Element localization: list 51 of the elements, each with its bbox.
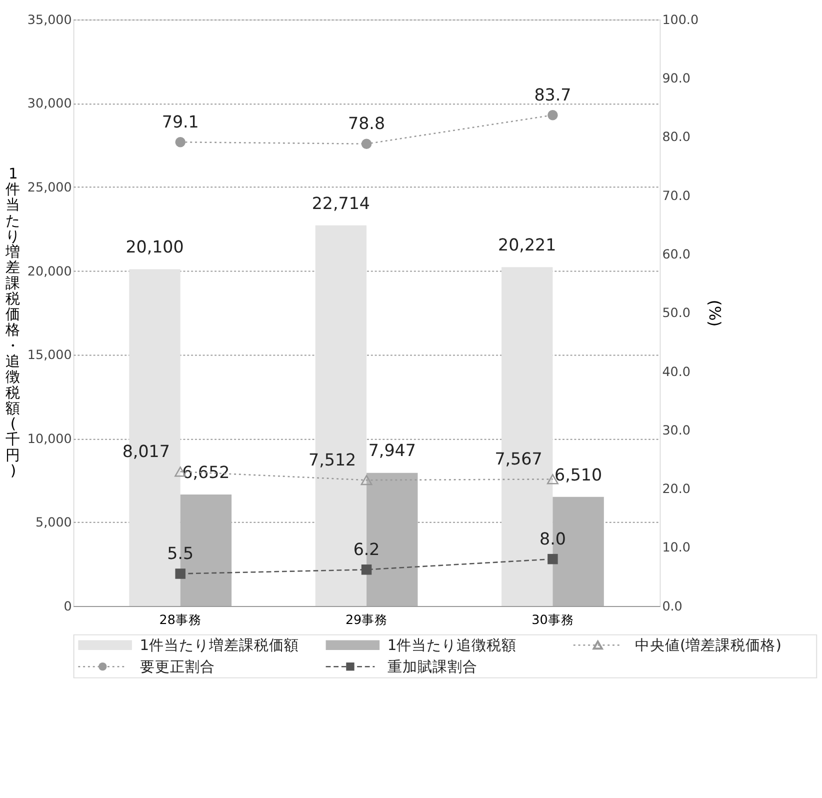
x-tick-label: 28事務 [159,612,202,628]
data-label: 7,512 [308,450,356,470]
point [548,110,558,120]
data-label: 6,510 [554,465,602,484]
legend-label: 1件当たり増差課税価額 [140,636,300,654]
y2-tick-label: 0.0 [662,598,682,614]
data-label: 20,221 [498,236,556,255]
legend-label: 中央値(増差課税価格) [634,636,782,654]
data-label: 8,017 [122,442,170,461]
y-tick-label: 35,000 [27,12,72,27]
point [360,475,372,486]
y2-tick-label: 30.0 [662,422,690,438]
y-tick-label: 0 [64,598,72,614]
y-tick-label: 5,000 [36,514,72,530]
y-tick-label: 10,000 [27,430,72,446]
point [175,136,186,148]
point [361,138,372,149]
data-label: 79.1 [162,112,199,132]
legend-label: 要更正割合 [140,658,215,676]
data-label: 5.5 [167,544,194,564]
text: 1件当たり増差課税価格・追徴税額(千円) [6,165,21,480]
y2-tick-label: 100.0 [662,12,699,27]
y-tick-label: 30,000 [27,96,72,111]
data-label: 22,714 [312,194,370,213]
y-tick-label: 25,000 [27,179,72,194]
y2-tick-label: 10.0 [662,540,690,555]
y2-tick-label: 90.0 [662,70,690,86]
data-label: 78.8 [348,114,386,134]
x-tick-label: 30事務 [532,612,574,628]
legend-label: 1件当たり追徴税額 [387,636,517,654]
y2-tick-label: 40.0 [662,364,690,379]
point [548,554,558,564]
legend-label: 重加賦課割合 [387,658,478,676]
y2-axis-title: (%) [705,300,724,327]
point [361,564,372,575]
data-label: 20,100 [126,238,184,257]
y-tick-label: 20,000 [27,263,72,278]
data-label: 7,567 [494,450,542,469]
x-tick-label: 29事務 [345,612,388,628]
data-label: 83.7 [534,85,572,104]
data-label: 7,947 [368,441,416,460]
data-label: 8.0 [539,529,566,548]
y2-tick-label: 60.0 [662,246,690,262]
point [175,568,186,579]
y2-tick-label: 70.0 [662,188,690,203]
y2-tick-label: 80.0 [662,129,690,144]
y-tick-label: 15,000 [27,347,72,362]
y2-tick-label: 50.0 [662,305,690,320]
y2-tick-label: 20.0 [662,481,690,496]
data-label: 6,652 [182,462,230,482]
data-label: 6.2 [353,540,380,559]
